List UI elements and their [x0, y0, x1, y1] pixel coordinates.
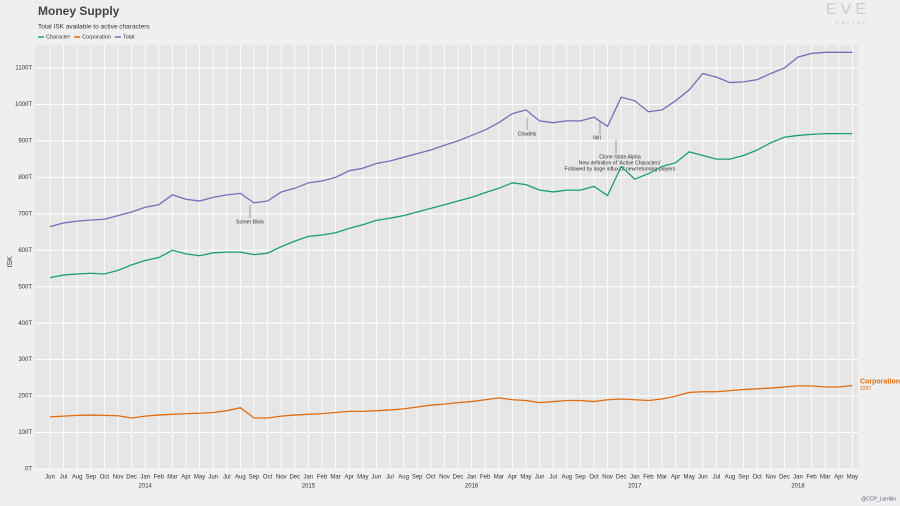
annotation: IWI [593, 135, 601, 141]
end-label: Corporation [860, 378, 900, 385]
x-tick-label: Feb [154, 475, 165, 481]
x-tick-label: Jun [208, 475, 218, 481]
year-label: 2016 [465, 484, 479, 490]
x-tick-label: Jun [45, 475, 55, 481]
legend-label: Corporation [82, 34, 111, 40]
x-tick-label: Feb [643, 475, 654, 481]
x-tick-label: Oct [426, 475, 436, 481]
x-tick-label: May [847, 475, 858, 481]
x-tick-label: Mar [167, 475, 177, 481]
chart-subtitle: Total ISK available to active characters [38, 24, 150, 31]
annotation: New definition of 'Active Characters' [579, 160, 662, 166]
x-tick-label: Dec [779, 475, 790, 481]
x-tick-label: Nov [113, 475, 124, 481]
x-tick-label: Feb [480, 475, 491, 481]
annotation: Somer Blink [236, 219, 264, 225]
x-tick-label: Apr [671, 475, 680, 481]
x-tick-label: Apr [834, 475, 843, 481]
x-tick-label: Oct [263, 475, 273, 481]
x-tick-label: Apr [508, 475, 517, 481]
x-tick-label: Aug [235, 475, 246, 481]
y-tick-label: 100T [18, 430, 32, 436]
x-tick-label: Jun [698, 475, 708, 481]
y-tick-label: 400T [18, 321, 32, 327]
x-tick-label: May [357, 475, 368, 481]
year-label: 2017 [628, 484, 642, 490]
x-tick-label: Dec [453, 475, 464, 481]
y-tick-label: 1000T [15, 102, 32, 108]
x-tick-label: Jul [549, 475, 557, 481]
x-tick-label: Dec [289, 475, 300, 481]
x-tick-label: Jul [60, 475, 68, 481]
x-tick-label: Mar [820, 475, 830, 481]
x-tick-label: May [684, 475, 695, 481]
x-tick-label: Jan [467, 475, 477, 481]
x-tick-label: Jan [140, 475, 150, 481]
y-tick-label: 600T [18, 248, 32, 254]
x-tick-label: May [520, 475, 531, 481]
x-tick-label: Feb [317, 475, 328, 481]
x-tick-label: Dec [616, 475, 627, 481]
y-tick-label: 200T [18, 394, 32, 400]
x-tick-label: Oct [753, 475, 763, 481]
logo: EVE [826, 1, 870, 18]
x-tick-label: Jul [386, 475, 394, 481]
x-tick-label: Nov [439, 475, 450, 481]
year-label: 2014 [139, 484, 153, 490]
x-tick-label: Sep [249, 475, 260, 481]
y-tick-label: 1100T [15, 66, 32, 72]
x-tick-label: Sep [575, 475, 586, 481]
y-tick-label: 500T [18, 284, 32, 290]
year-label: 2015 [302, 484, 316, 490]
x-tick-label: Jun [372, 475, 382, 481]
x-tick-label: Aug [398, 475, 409, 481]
y-tick-label: 0T [25, 467, 32, 473]
chart-title: Money Supply [38, 4, 120, 18]
year-label: 2018 [791, 484, 805, 490]
x-tick-label: Nov [276, 475, 287, 481]
legend-label: Character [46, 34, 70, 40]
y-tick-label: 800T [18, 175, 32, 181]
legend-label: Total [123, 34, 135, 40]
x-tick-label: Apr [345, 475, 354, 481]
y-tick-label: 700T [18, 211, 32, 217]
x-tick-label: Oct [589, 475, 599, 481]
x-tick-label: May [194, 475, 205, 481]
x-tick-label: Sep [412, 475, 423, 481]
x-tick-label: Sep [738, 475, 749, 481]
x-tick-label: Mar [330, 475, 340, 481]
x-tick-label: Nov [602, 475, 613, 481]
x-tick-label: Aug [72, 475, 83, 481]
end-value-label: 229T [860, 386, 871, 392]
credit: @CCP_Larrikin [861, 496, 896, 502]
annotation: Clone State Alpha [599, 154, 641, 160]
x-tick-label: Aug [725, 475, 736, 481]
x-tick-label: Jan [793, 475, 803, 481]
series-line [49, 51, 853, 228]
x-tick-label: Mar [657, 475, 667, 481]
x-tick-label: Jul [223, 475, 231, 481]
series-line [49, 384, 853, 419]
y-tick-label: 300T [18, 357, 32, 363]
series-line [49, 132, 853, 279]
x-tick-label: Sep [85, 475, 96, 481]
x-tick-label: Apr [181, 475, 190, 481]
y-tick-label: 900T [18, 138, 32, 144]
x-tick-label: Feb [806, 475, 817, 481]
logo-sub: ONLINE [836, 20, 869, 25]
x-tick-label: Jan [304, 475, 314, 481]
x-tick-label: Jul [713, 475, 721, 481]
y-axis-label: ISK [7, 256, 14, 268]
x-tick-label: Jun [535, 475, 545, 481]
x-tick-label: Nov [765, 475, 776, 481]
annotation: Citadels [518, 131, 537, 137]
x-tick-label: Dec [126, 475, 137, 481]
x-tick-label: Aug [561, 475, 572, 481]
x-tick-label: Jan [630, 475, 640, 481]
x-tick-label: Oct [100, 475, 110, 481]
x-tick-label: Mar [494, 475, 504, 481]
